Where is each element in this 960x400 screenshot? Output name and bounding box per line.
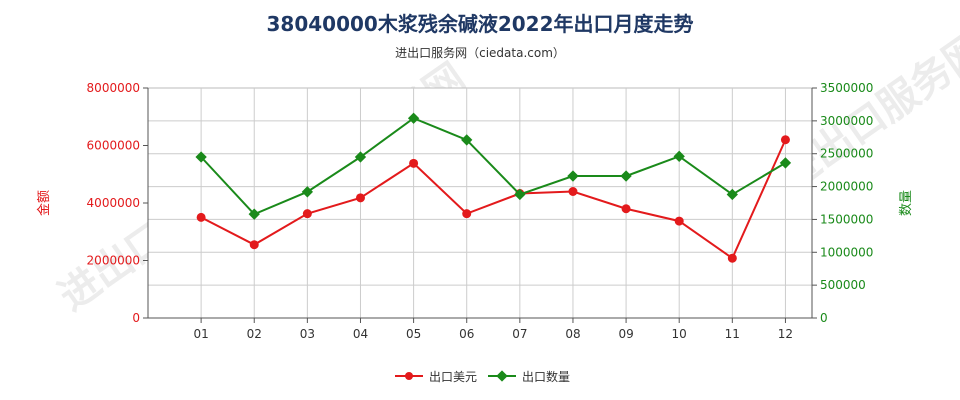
x-tick-label: 05 — [406, 327, 421, 341]
y-right-tick-label: 1500000 — [820, 212, 873, 226]
series-1-point — [727, 253, 737, 263]
series-2-point — [461, 134, 473, 146]
series-1-point — [249, 240, 259, 250]
series-2-point — [354, 151, 367, 163]
series-1-point — [462, 209, 472, 219]
series-2-point — [248, 208, 260, 220]
x-tick-label: 03 — [300, 327, 315, 341]
legend-marker-2 — [496, 370, 508, 382]
series-line-2 — [200, 117, 786, 216]
y-left-tick-label: 0 — [132, 311, 140, 325]
x-tick-label: 01 — [193, 327, 208, 341]
y-right-tick-label: 0 — [820, 311, 828, 325]
series-1-point — [409, 158, 419, 168]
y-right-tick-label: 1000000 — [820, 245, 873, 259]
y-left-tick-label: 4000000 — [87, 196, 140, 210]
series-2-point — [726, 188, 738, 201]
x-tick-label: 10 — [672, 327, 687, 341]
x-tick-label: 02 — [247, 327, 262, 341]
y-right-tick-label: 2000000 — [820, 180, 873, 194]
legend-label-2: 出口数量 — [522, 369, 570, 384]
series-2-point — [567, 170, 579, 182]
y-axis-left-title: 金额 — [36, 190, 52, 216]
series-2-point — [673, 150, 685, 162]
x-tick-label: 11 — [725, 327, 740, 341]
series-2-point — [301, 186, 314, 198]
y-axis-right-title: 数量 — [899, 190, 914, 216]
y-left-tick-label: 8000000 — [87, 81, 140, 95]
y-left-tick-label: 2000000 — [87, 254, 140, 268]
series-2-point — [195, 151, 207, 163]
x-tick-label: 12 — [778, 327, 793, 341]
series-1-point — [196, 212, 206, 222]
x-tick-label: 08 — [565, 327, 580, 341]
chart-subtitle: 进出口服务网（ciedata.com） — [395, 46, 565, 60]
x-tick-label: 07 — [512, 327, 527, 341]
legend-label-1: 出口美元 — [429, 370, 477, 384]
series-2-point — [514, 188, 526, 201]
series-1-point — [621, 204, 631, 214]
series-1-point — [568, 187, 578, 196]
y-right-tick-label: 3000000 — [820, 114, 873, 128]
y-left-tick-label: 6000000 — [87, 139, 140, 153]
y-right-tick-label: 2500000 — [820, 147, 873, 161]
series-2-point — [620, 170, 632, 182]
series-1-point — [780, 135, 790, 145]
y-right-tick-label: 3500000 — [820, 81, 873, 95]
chart-title: 38040000木浆残余碱液2022年出口月度走势 — [266, 12, 694, 36]
series-line-1 — [200, 139, 787, 260]
series-1-point — [355, 193, 365, 203]
legend-marker-1 — [405, 372, 413, 380]
plot-area — [147, 87, 813, 319]
x-tick-label: 06 — [459, 327, 474, 341]
series-1-point — [302, 209, 312, 219]
series-1-point — [674, 216, 684, 226]
series-2-point — [779, 157, 792, 169]
x-tick-label: 04 — [353, 327, 368, 341]
x-tick-label: 09 — [618, 327, 633, 341]
y-right-tick-label: 500000 — [820, 278, 866, 292]
